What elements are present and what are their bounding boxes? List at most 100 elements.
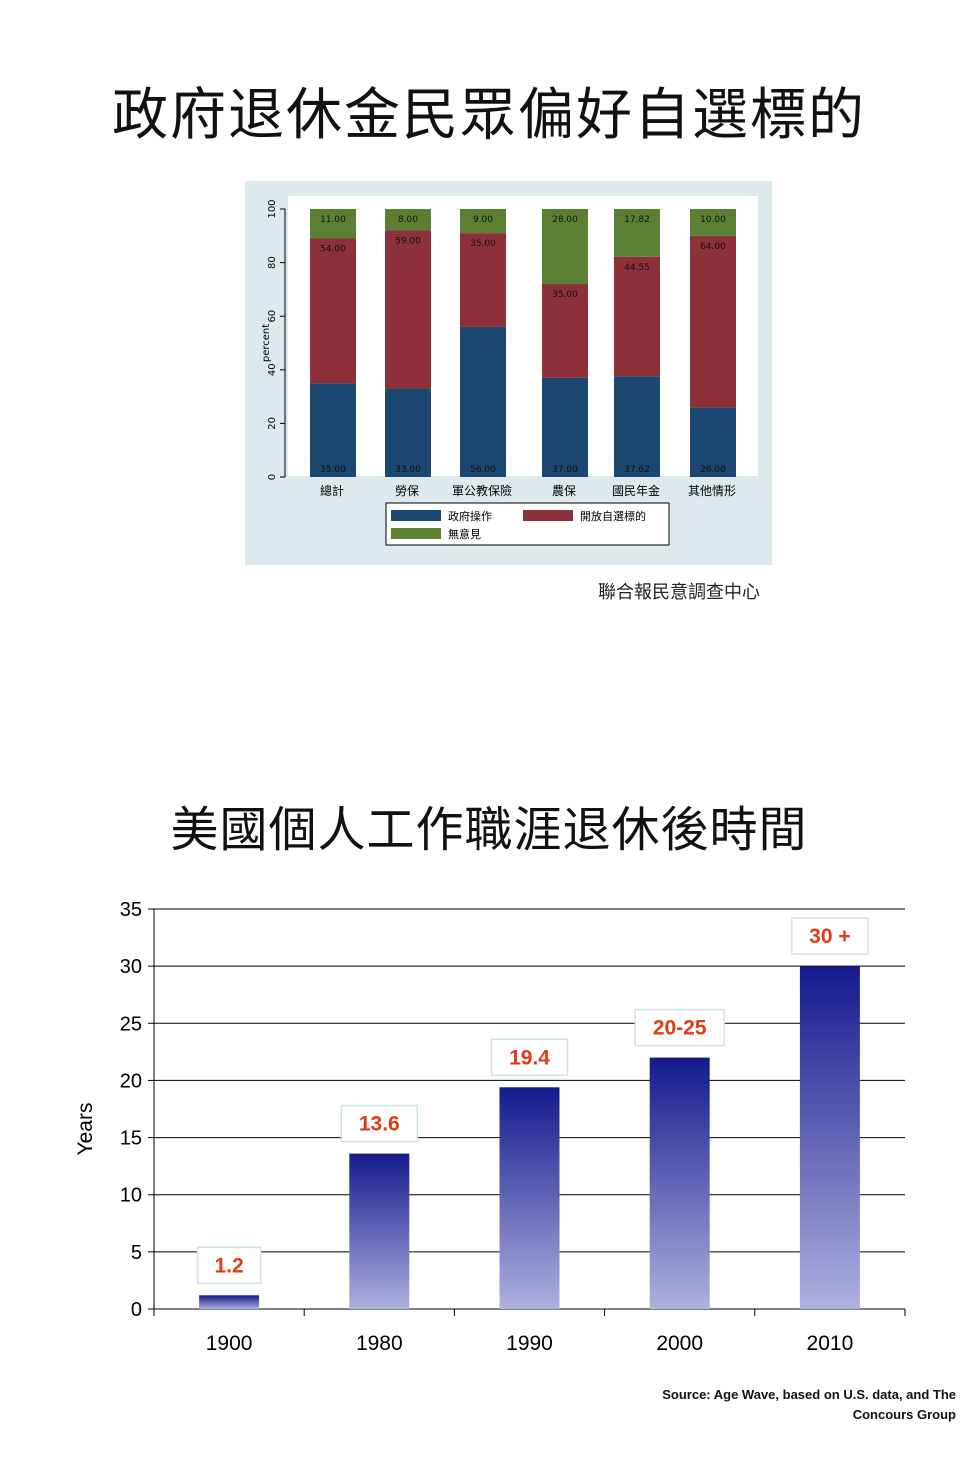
chart1-data-label: 10.00 [700, 215, 726, 225]
chart2-category-label: 2010 [807, 1332, 854, 1355]
chart1-y-tick-label: 60 [267, 310, 278, 323]
chart2-data-label: 30 + [809, 925, 850, 948]
chart1-data-label: 35.00 [320, 465, 346, 475]
chart1-data-label: 37.00 [552, 465, 578, 475]
chart1-data-label: 8.00 [398, 215, 418, 225]
chart1-data-label: 44.55 [624, 263, 650, 273]
chart1-y-tick-label: 40 [267, 363, 278, 376]
chart2-bar [349, 1153, 410, 1309]
chart1-category-label: 農保 [552, 484, 576, 498]
chart2-y-tick-label: 30 [120, 956, 142, 978]
chart2-category-label: 1900 [206, 1332, 253, 1355]
chart1-data-label: 17.82 [624, 215, 650, 225]
chart2-category-label: 2000 [656, 1332, 703, 1355]
chart2-source-line1: Source: Age Wave, based on U.S. data, an… [662, 1387, 956, 1402]
chart2-source: Source: Age Wave, based on U.S. data, an… [596, 1385, 956, 1425]
chart2-title: 美國個人工作職涯退休後時間 [170, 802, 808, 858]
chart2-data-label: 20-25 [653, 1017, 707, 1040]
chart2-data-label: 19.4 [509, 1046, 550, 1069]
chart1-bar-segment [542, 284, 588, 378]
chart1-data-label: 28.00 [552, 215, 578, 225]
chart2-y-tick-label: 5 [131, 1242, 142, 1264]
chart1-data-label: 33.00 [395, 465, 421, 475]
chart1-bar-segment [460, 326, 506, 477]
chart2-y-tick-label: 15 [120, 1128, 142, 1150]
chart2-category-label: 1980 [356, 1332, 403, 1355]
chart2-data-callout: 19.4 [490, 1038, 569, 1077]
chart2-data-label-box [634, 1008, 725, 1047]
chart1-svg: 0 20 40 60 80 100 percent 35.00 54.00 11.00 總計 33.0… [261, 196, 758, 546]
chart2-data-label: 13.6 [359, 1113, 400, 1136]
chart2-data-label-box [791, 917, 869, 955]
chart2-y-tick-label: 10 [120, 1185, 142, 1207]
chart2-data-callout: 13.6 [340, 1104, 419, 1143]
chart1-data-label: 11.00 [320, 215, 346, 225]
chart1-bar-segment [385, 230, 431, 389]
chart1-bar-segment [690, 235, 736, 408]
chart1-y-label: percent [261, 324, 272, 362]
chart1-bar-segment [542, 377, 588, 477]
chart1-bar-segment [310, 383, 356, 477]
chart1-data-label: 64.00 [700, 242, 726, 252]
chart1-category-label: 國民年金 [612, 483, 660, 498]
chart1-bar-segment [614, 209, 660, 257]
chart1-bar-segment [542, 209, 588, 285]
chart1-source: 聯合報民意調查中心 [598, 582, 760, 603]
chart1-bar-segment [385, 209, 431, 231]
chart1-bar-segment [614, 256, 660, 377]
chart2-bar [499, 1087, 560, 1309]
chart1-y-tick-label: 100 [267, 199, 278, 218]
chart2-source-line2: Concours Group [852, 1407, 956, 1422]
chart1-data-label: 9.00 [473, 215, 493, 225]
chart1-data-label: 35.00 [470, 239, 496, 249]
chart1-legend-swatch [523, 510, 573, 521]
chart1-panel: 0 20 40 60 80 100 percent 35.00 54.00 11.00 總計 33.0… [245, 181, 772, 565]
chart1-bar-segment [310, 238, 356, 384]
chart1-plot-area [288, 196, 758, 476]
chart1-bar-segment [690, 407, 736, 477]
chart1-bar-segment [614, 376, 660, 477]
chart1-bar-segment [460, 209, 506, 234]
chart1-bar-segment [460, 233, 506, 327]
chart2-y-tick-label: 20 [120, 1070, 142, 1092]
chart2-bar [799, 966, 860, 1309]
chart1-bar-segment [690, 209, 736, 236]
chart1-data-label: 35.00 [552, 290, 578, 300]
chart2-data-label-box [490, 1038, 569, 1077]
chart1-y-tick-label: 20 [267, 417, 278, 430]
chart2-bar [199, 1295, 260, 1309]
chart2-bar [649, 1057, 710, 1309]
chart1-data-label: 59.00 [395, 236, 421, 246]
chart2-data-callout: 1.2 [196, 1246, 262, 1285]
chart1-bar-segment [385, 388, 431, 477]
chart1-data-label: 56.00 [470, 465, 496, 475]
chart1-data-label: 26.00 [700, 465, 726, 475]
chart1-legend-label: 開放自選標的 [580, 509, 646, 523]
chart2-data-label: 1.2 [214, 1254, 243, 1277]
chart1-category-label: 勞保 [395, 484, 419, 498]
chart1-bar-segment [310, 209, 356, 239]
chart2-data-callout: 30 + [791, 917, 869, 955]
chart2-data-label-box [340, 1104, 419, 1143]
chart1-data-label: 54.00 [320, 244, 346, 254]
chart1-legend-swatch [391, 510, 441, 521]
chart2-y-tick-label: 25 [120, 1013, 142, 1035]
chart1-legend-swatch [391, 528, 441, 539]
chart1-legend-label: 無意見 [448, 527, 481, 541]
chart1-data-label: 37.62 [624, 465, 650, 475]
chart1-title: 政府退休金民眾偏好自選標的 [112, 83, 866, 148]
chart2-data-label-box [196, 1246, 262, 1285]
chart2-y-label: Years [74, 1103, 97, 1156]
chart1-category-label: 軍公教保險 [452, 483, 512, 498]
chart2-y-tick-label: 0 [131, 1299, 142, 1321]
chart1-category-label: 其他情形 [688, 484, 736, 498]
chart1-y-tick-label: 0 [267, 474, 278, 480]
chart1-y-tick-label: 80 [267, 256, 278, 269]
chart2-y-tick-label: 35 [120, 899, 142, 921]
chart2-svg: 0 5 10 15 20 25 30 35 Years 1900 1.2 1980 13.6 1990 19… [74, 899, 906, 1355]
chart2-data-callout: 20-25 [634, 1008, 725, 1047]
chart2-category-label: 1990 [506, 1332, 553, 1355]
chart1-category-label: 總計 [320, 483, 344, 498]
chart1-legend-label: 政府操作 [448, 509, 492, 523]
